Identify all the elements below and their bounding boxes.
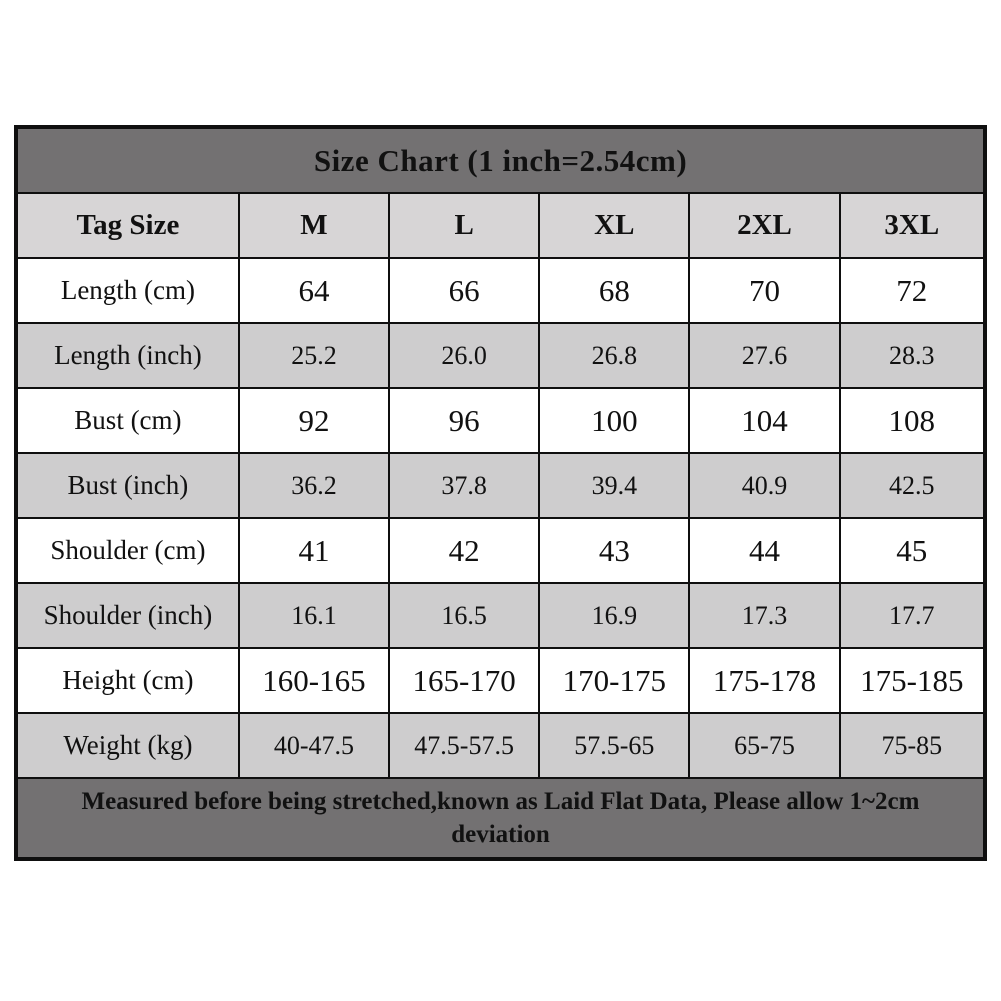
data-cell: 40.9 xyxy=(688,452,841,519)
data-cell: 45 xyxy=(838,517,987,584)
data-cell: 42.5 xyxy=(838,452,987,519)
data-cell: 41 xyxy=(237,517,391,584)
data-cell: 40-47.5 xyxy=(237,712,391,779)
size-chart-table: Size Chart (1 inch=2.54cm) Tag Size M L XL 2… xyxy=(14,125,987,861)
data-cell: 72 xyxy=(838,257,987,324)
data-cell: 104 xyxy=(688,387,841,454)
row-label: Length (inch) xyxy=(15,322,240,389)
data-cell: 75-85 xyxy=(838,712,987,779)
table-row: Shoulder (cm) 41 42 43 44 45 xyxy=(15,517,987,584)
table-row: Shoulder (inch) 16.1 16.5 16.9 17.3 17.7 xyxy=(15,582,987,649)
size-column-header: M xyxy=(237,192,391,259)
header-row: Tag Size M L XL 2XL 3XL xyxy=(15,192,987,259)
data-cell: 66 xyxy=(388,257,541,324)
data-cell: 25.2 xyxy=(237,322,391,389)
row-label: Weight (kg) xyxy=(15,712,240,779)
data-cell: 70 xyxy=(688,257,841,324)
row-label: Shoulder (inch) xyxy=(15,582,240,649)
footer-row: Measured before being stretched,known as… xyxy=(15,777,986,860)
data-cell: 39.4 xyxy=(538,452,691,519)
data-cell: 47.5-57.5 xyxy=(388,712,541,779)
table-row: Bust (cm) 92 96 100 104 108 xyxy=(15,387,987,454)
data-cell: 96 xyxy=(388,387,541,454)
row-label: Height (cm) xyxy=(15,647,240,714)
data-cell: 26.0 xyxy=(388,322,541,389)
size-chart-container: Size Chart (1 inch=2.54cm) Tag Size M L XL 2… xyxy=(14,125,987,861)
size-column-header: L xyxy=(388,192,541,259)
table-row: Weight (kg) 40-47.5 47.5-57.5 57.5-65 65-75 7… xyxy=(15,712,987,779)
data-cell: 16.1 xyxy=(237,582,391,649)
data-cell: 43 xyxy=(538,517,691,584)
size-column-header: 2XL xyxy=(688,192,841,259)
data-cell: 28.3 xyxy=(838,322,987,389)
chart-title: Size Chart (1 inch=2.54cm) xyxy=(15,126,986,194)
data-cell: 68 xyxy=(538,257,691,324)
data-cell: 17.3 xyxy=(688,582,841,649)
data-cell: 100 xyxy=(538,387,691,454)
data-cell: 160-165 xyxy=(237,647,391,714)
data-cell: 26.8 xyxy=(538,322,691,389)
row-label: Length (cm) xyxy=(15,257,240,324)
data-cell: 64 xyxy=(237,257,391,324)
data-cell: 42 xyxy=(388,517,541,584)
row-label: Shoulder (cm) xyxy=(15,517,240,584)
size-table-body: Size Chart (1 inch=2.54cm) Tag Size M L XL 2… xyxy=(15,126,987,779)
data-cell: 37.8 xyxy=(388,452,541,519)
tag-size-header: Tag Size xyxy=(15,192,240,259)
data-cell: 16.9 xyxy=(538,582,691,649)
title-row: Size Chart (1 inch=2.54cm) xyxy=(15,126,986,194)
data-cell: 57.5-65 xyxy=(538,712,691,779)
footer-note-cell: Measured before being stretched,known as… xyxy=(15,777,986,860)
data-cell: 44 xyxy=(688,517,841,584)
table-row: Height (cm) 160-165 165-170 170-175 175-178 1… xyxy=(15,647,987,714)
data-cell: 175-185 xyxy=(838,647,987,714)
data-cell: 165-170 xyxy=(388,647,541,714)
row-label: Bust (inch) xyxy=(15,452,240,519)
data-cell: 65-75 xyxy=(688,712,841,779)
data-cell: 16.5 xyxy=(388,582,541,649)
data-cell: 36.2 xyxy=(237,452,391,519)
measurement-disclaimer: Measured before being stretched,known as… xyxy=(81,788,920,848)
data-cell: 175-178 xyxy=(688,647,841,714)
table-row: Length (inch) 25.2 26.0 26.8 27.6 28.3 xyxy=(15,322,987,389)
row-label: Bust (cm) xyxy=(15,387,240,454)
data-cell: 92 xyxy=(237,387,391,454)
table-row: Bust (inch) 36.2 37.8 39.4 40.9 42.5 xyxy=(15,452,987,519)
table-row: Length (cm) 64 66 68 70 72 xyxy=(15,257,987,324)
size-column-header: XL xyxy=(538,192,691,259)
size-column-header: 3XL xyxy=(838,192,987,259)
data-cell: 170-175 xyxy=(538,647,691,714)
data-cell: 17.7 xyxy=(838,582,987,649)
data-cell: 27.6 xyxy=(688,322,841,389)
data-cell: 108 xyxy=(838,387,987,454)
